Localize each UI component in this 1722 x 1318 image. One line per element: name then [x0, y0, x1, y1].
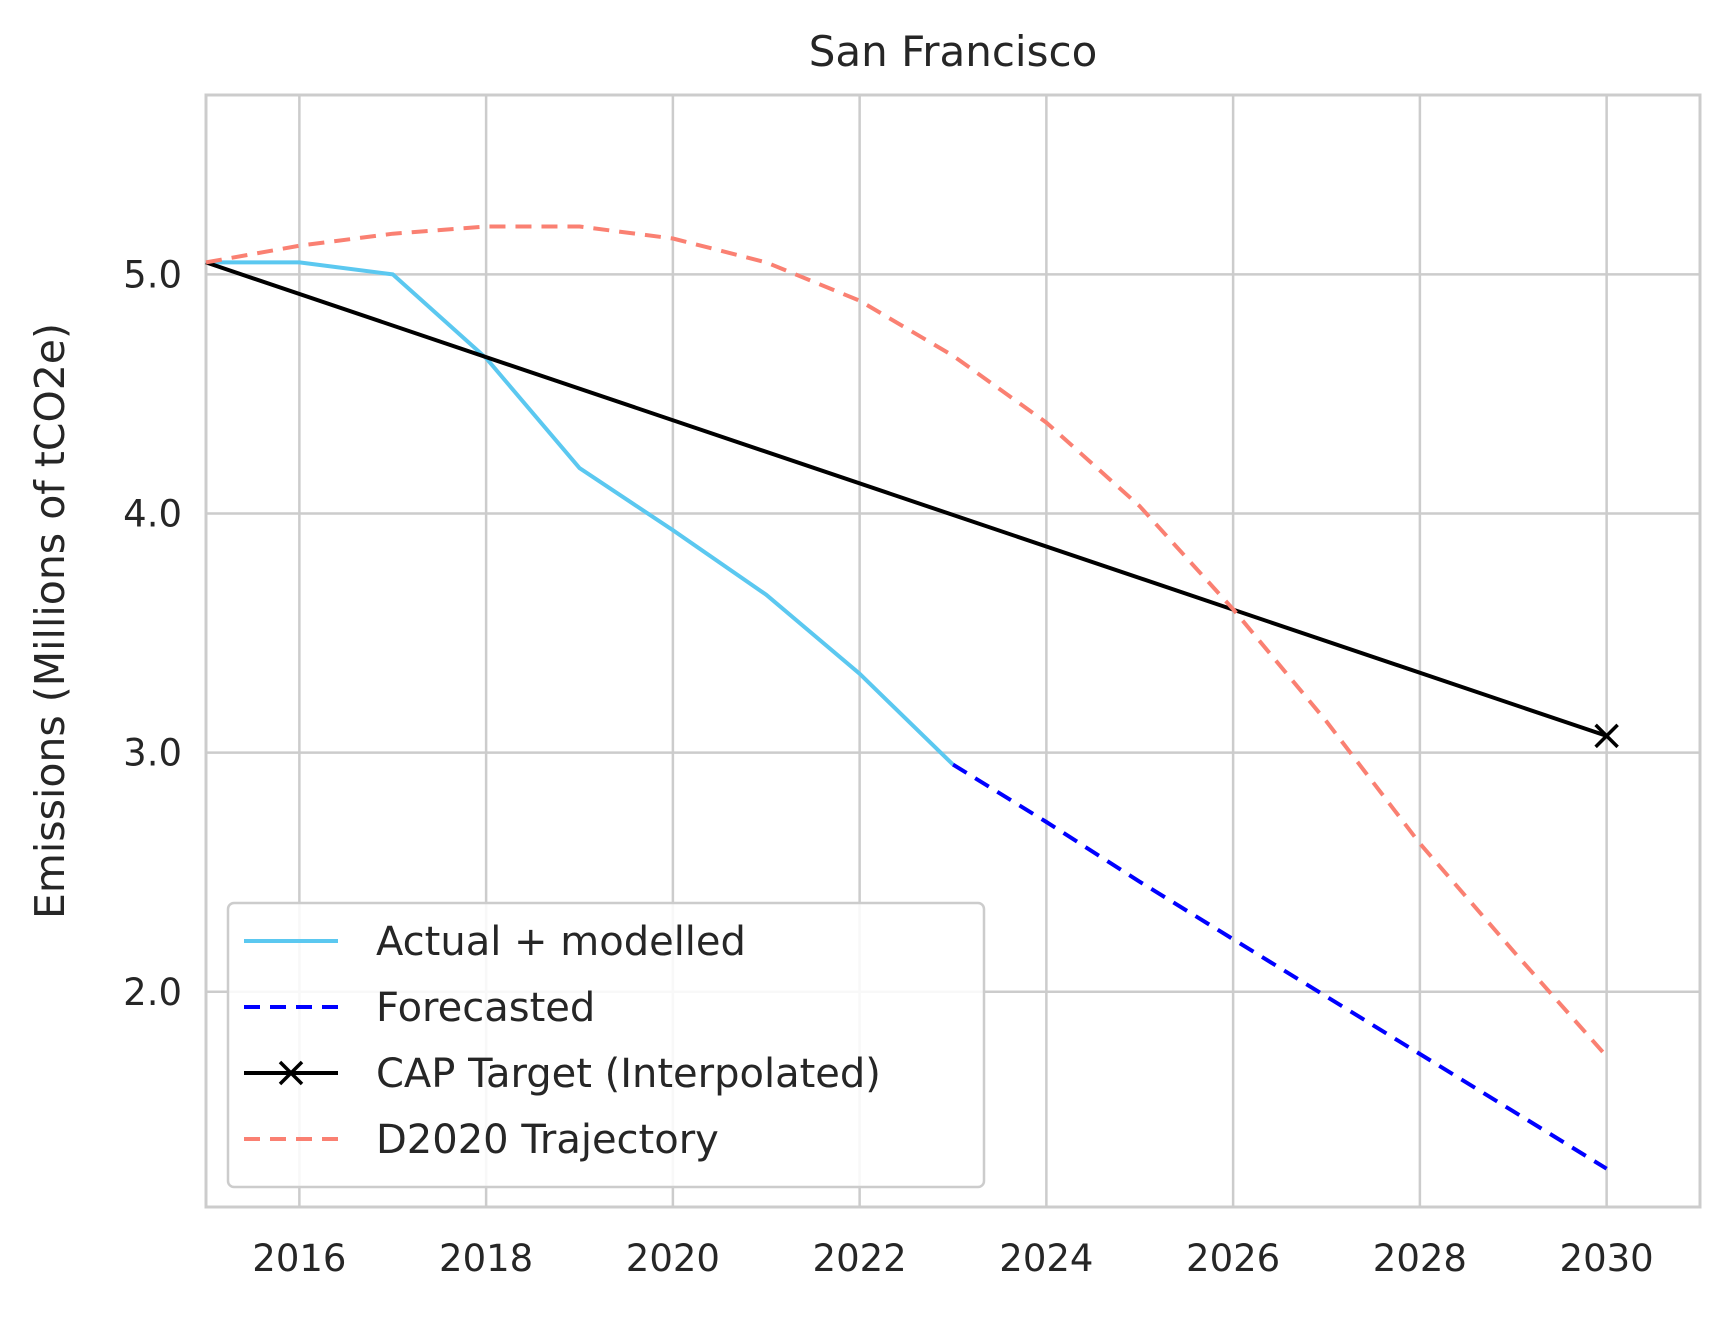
y-tick-label: 3.0: [123, 732, 182, 775]
legend[interactable]: Actual + modelled Forecasted CAP Target (I…: [226, 901, 986, 1189]
x-tick-label: 2026: [1186, 1237, 1280, 1280]
series-line-actual-modelled: [206, 260, 955, 767]
y-tick-label: 2.0: [123, 971, 182, 1014]
legend-item-cap-target-interpolated[interactable]: CAP Target (Interpolated): [244, 1051, 881, 1097]
x-tick-label: 2028: [1373, 1237, 1467, 1280]
x-tick-label: 2030: [1560, 1237, 1654, 1280]
tick-labels: 2016 2018 2020 2022 2024 2026 2028 2030 2.0 3.0 4.…: [123, 253, 1654, 1280]
x-tick-label: 2018: [439, 1237, 533, 1280]
series-line-d2020-trajectory: [205, 224, 1609, 1058]
plot-frame: [204, 93, 1702, 1209]
legend-item-actual-modelled[interactable]: Actual + modelled: [244, 919, 746, 965]
y-tick-label: 5.0: [123, 253, 182, 296]
legend-label: CAP Target (Interpolated): [376, 1051, 881, 1097]
legend-label: Forecasted: [376, 985, 595, 1031]
x-tick-label: 2016: [252, 1237, 346, 1280]
legend-item-d2020-trajectory[interactable]: D2020 Trajectory: [244, 1117, 719, 1163]
series-layer: [205, 224, 1619, 1171]
series-line-cap-target-interpolated: [205, 260, 1608, 738]
legend-item-forecasted[interactable]: Forecasted: [244, 985, 595, 1031]
series-marker-cap-target-interpolated: [1594, 723, 1619, 749]
chart-title: San Francisco: [809, 27, 1098, 76]
legend-box: [226, 901, 986, 1189]
legend-label: Actual + modelled: [376, 919, 746, 965]
y-axis-label: Emissions (Millions of tCO2e): [26, 323, 74, 919]
x-tick-label: 2020: [626, 1237, 720, 1280]
legend-marker: [278, 1060, 304, 1086]
x-tick-label: 2022: [813, 1237, 907, 1280]
x-tick-label: 2024: [999, 1237, 1093, 1280]
y-tick-label: 4.0: [123, 492, 182, 535]
legend-label: D2020 Trajectory: [376, 1117, 719, 1163]
